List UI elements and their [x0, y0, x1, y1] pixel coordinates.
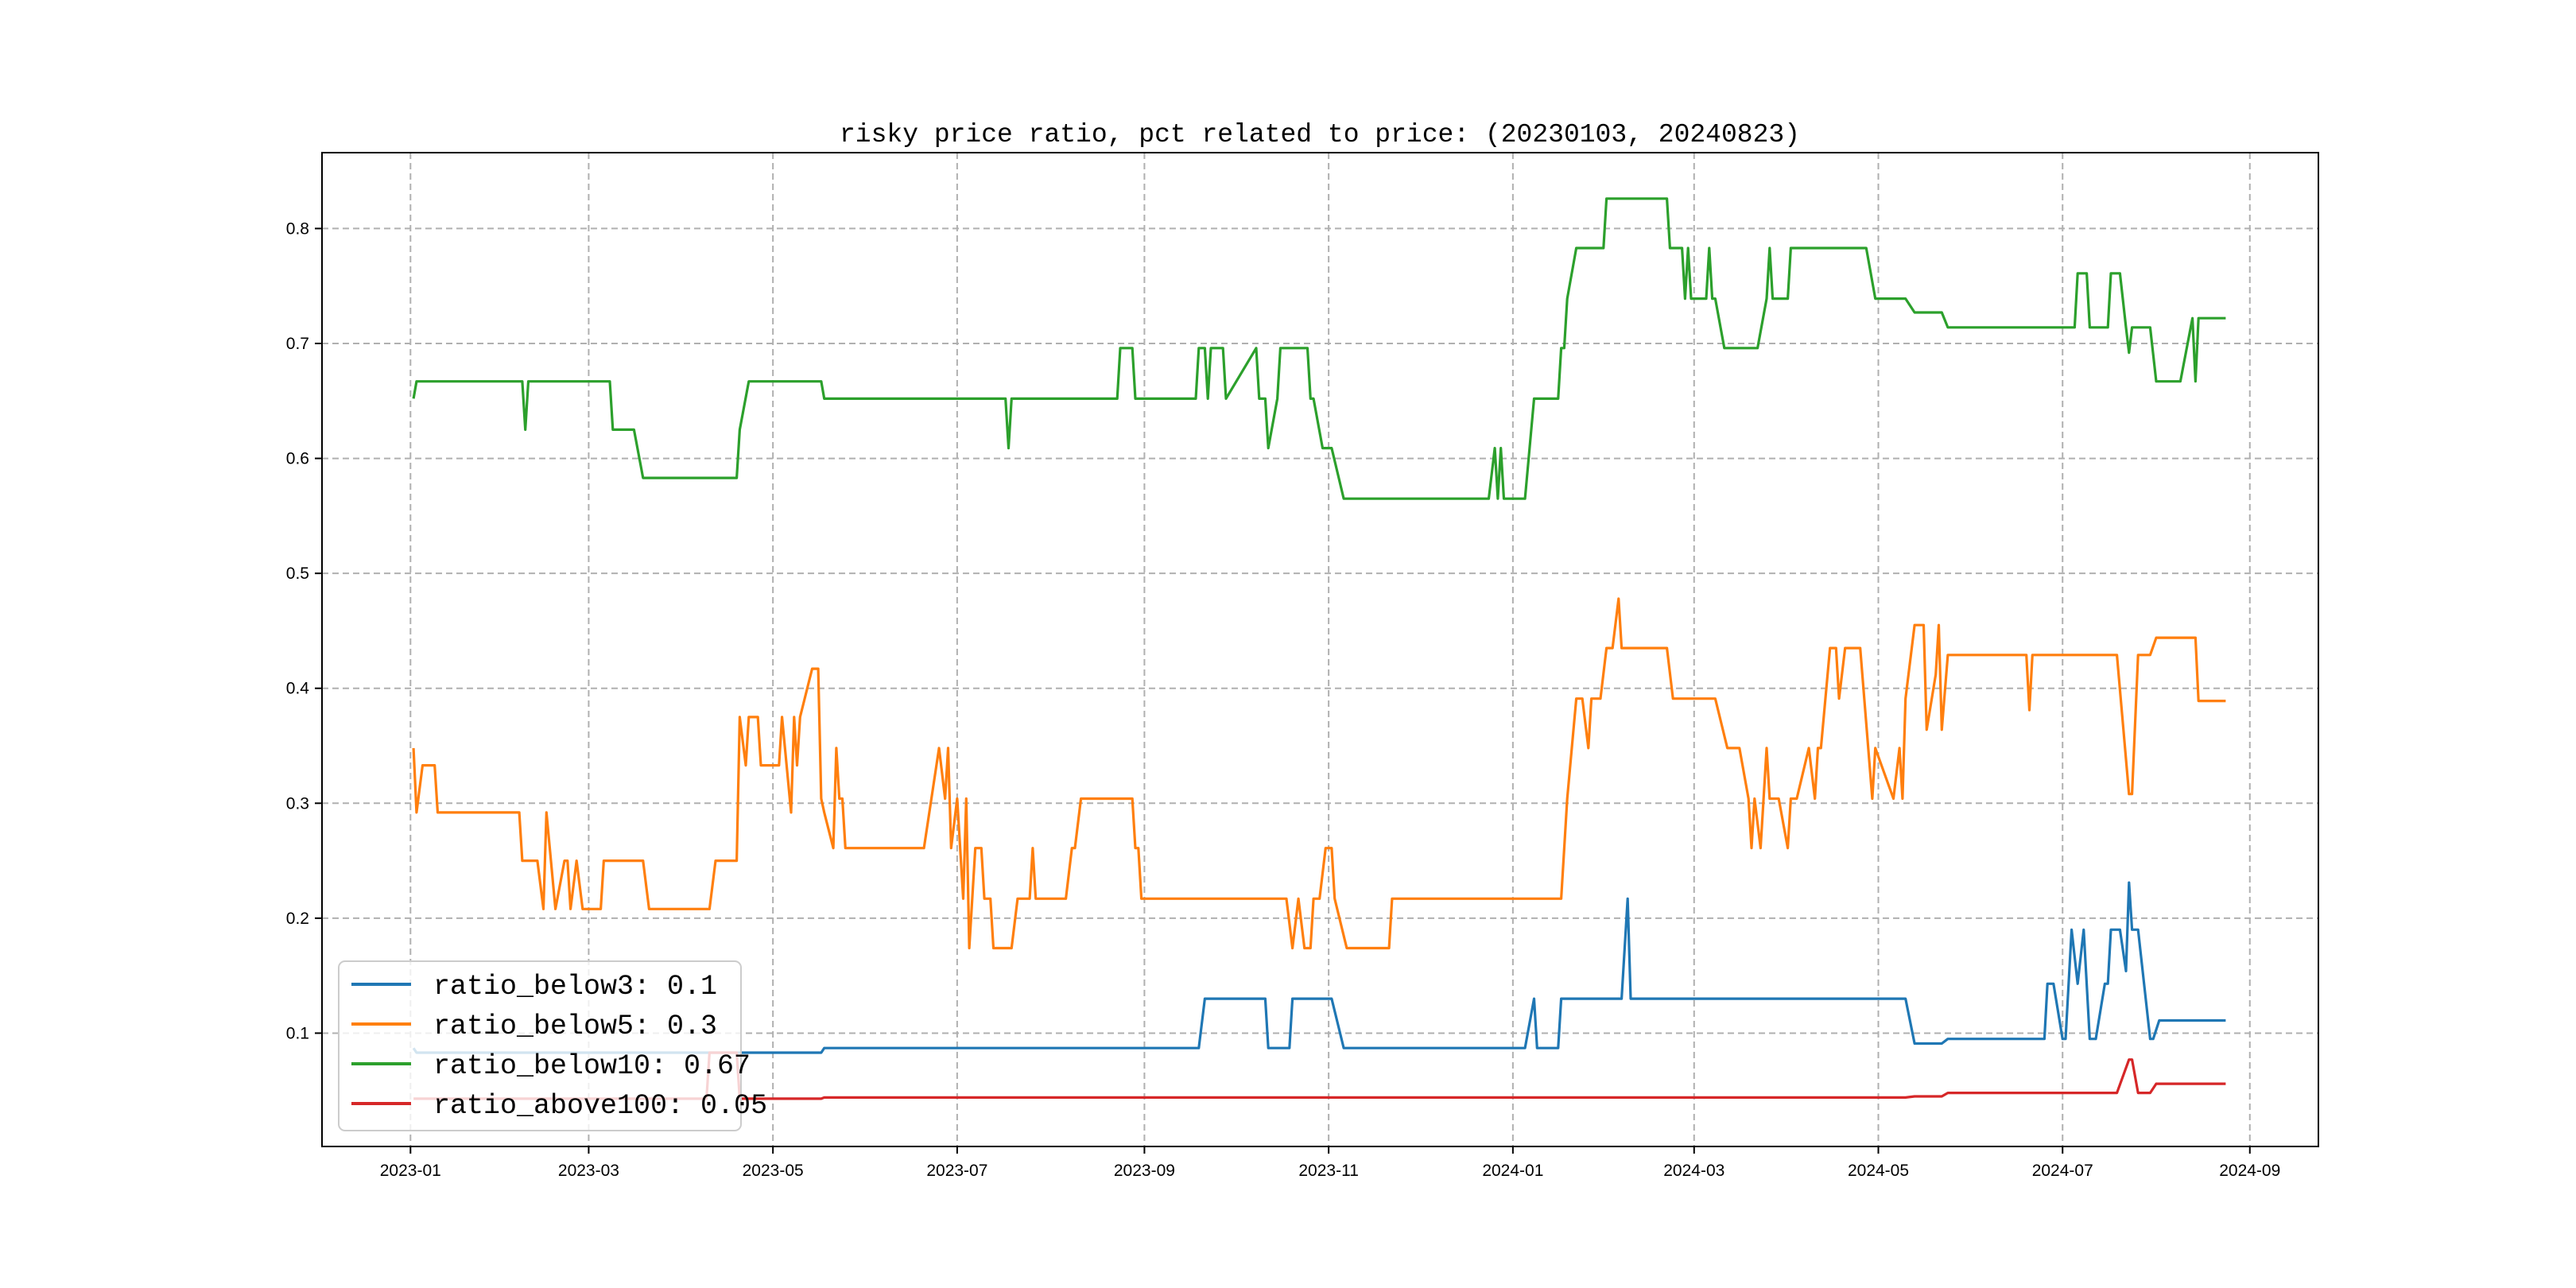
- y-tick-label: 0.8: [286, 219, 309, 238]
- x-tick-label: 2023-09: [1114, 1162, 1175, 1180]
- x-tick-label: 2023-07: [926, 1162, 987, 1180]
- y-tick-label: 0.6: [286, 450, 309, 468]
- x-tick-label: 2024-01: [1482, 1162, 1543, 1180]
- legend: ratio_below3: 0.1 ratio_below5: 0.3 ratio_…: [338, 960, 767, 1131]
- x-tick-label: 2023-11: [1298, 1162, 1359, 1180]
- y-tick-label: 0.2: [286, 910, 309, 928]
- series-line-ratio-below10: [412, 197, 2226, 500]
- legend-label: ratio_below10: 0.67: [433, 1050, 751, 1082]
- axis-ticks: 2023-01 2023-03 2023-05 2023-07 2023-09 2023-…: [286, 219, 2281, 1180]
- legend-item: ratio_below5: 0.3: [351, 1011, 717, 1042]
- x-tick-label: 2024-03: [1663, 1162, 1724, 1180]
- chart-title: risky price ratio, pct related to price:…: [840, 120, 1800, 149]
- x-tick-label: 2024-05: [1848, 1162, 1909, 1180]
- y-tick-label: 0.7: [286, 335, 309, 353]
- legend-box: [338, 960, 742, 1131]
- legend-label: ratio_below3: 0.1: [433, 971, 717, 1003]
- legend-item: ratio_below3: 0.1: [351, 971, 717, 1003]
- legend-item: ratio_above100: 0.05: [351, 1090, 767, 1122]
- x-tick-label: 2023-03: [558, 1162, 619, 1180]
- legend-label: ratio_below5: 0.3: [433, 1011, 717, 1042]
- y-tick-label: 0.3: [286, 794, 309, 813]
- plot-frame: [321, 152, 2319, 1147]
- series-line-ratio-below3: [412, 881, 2226, 1054]
- y-tick-label: 0.5: [286, 564, 309, 583]
- x-tick-label: 2023-05: [743, 1162, 804, 1180]
- x-tick-label: 2024-09: [2219, 1162, 2280, 1180]
- x-tick-label: 2023-01: [380, 1162, 441, 1180]
- x-tick-label: 2024-07: [2032, 1162, 2093, 1180]
- legend-item: ratio_below10: 0.67: [351, 1050, 751, 1082]
- y-tick-label: 0.1: [286, 1024, 309, 1042]
- y-tick-label: 0.4: [286, 680, 310, 698]
- series-line-ratio-below5: [412, 597, 2226, 950]
- legend-label: ratio_above100: 0.05: [433, 1090, 767, 1122]
